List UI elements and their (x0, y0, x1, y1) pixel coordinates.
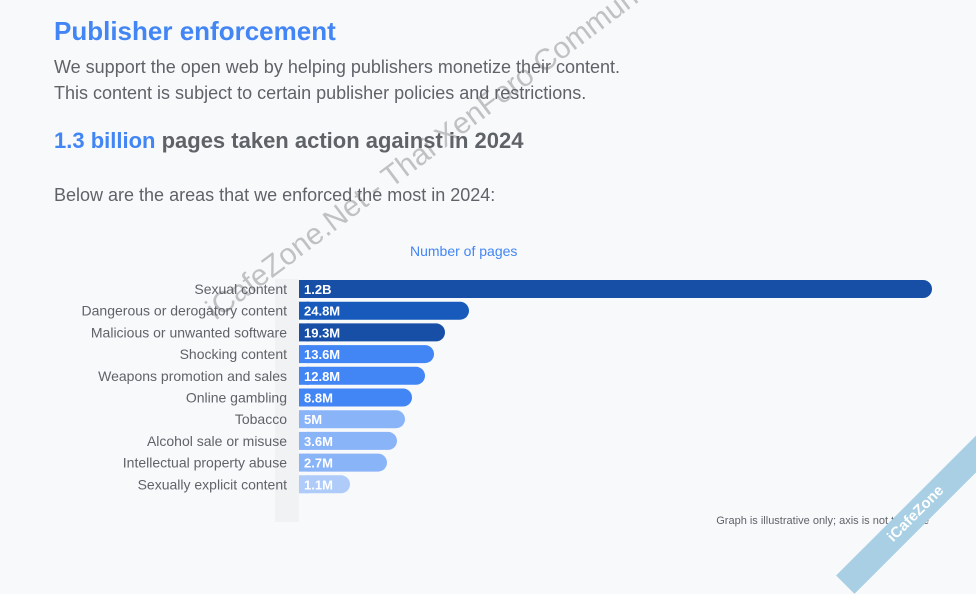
data-label: 5M (304, 412, 322, 427)
data-label: 24.8M (304, 304, 340, 319)
chart-title: Number of pages (410, 243, 518, 259)
bar (299, 475, 350, 494)
data-label: 2.7M (304, 456, 333, 471)
subtitle-line-1: We support the open web by helping publi… (54, 57, 621, 77)
intro-text: Below are the areas that we enforced the… (54, 185, 496, 205)
data-label: 1.1M (304, 477, 333, 492)
subtitle-line-2: This content is subject to certain publi… (54, 83, 587, 103)
category-label: Sexual content (194, 281, 287, 297)
headline-highlight: 1.3 billion (54, 128, 156, 153)
bar-left-edge (299, 280, 309, 298)
data-label: 13.6M (304, 347, 340, 362)
bar (299, 345, 434, 364)
category-label: Intellectual property abuse (123, 455, 287, 471)
data-label: 19.3M (304, 325, 340, 340)
category-label: Shocking content (180, 346, 288, 362)
data-label: 3.6M (304, 434, 333, 449)
bar (299, 323, 445, 342)
bar-left-edge (299, 453, 309, 472)
bar-left-edge (299, 366, 309, 385)
bar-left-edge (299, 301, 309, 320)
bar (299, 410, 405, 429)
bar-left-edge (299, 388, 309, 407)
bar (299, 280, 932, 298)
category-label: Sexually explicit content (138, 476, 288, 492)
data-label: 1.2B (304, 282, 331, 297)
headline: 1.3 billion pages taken action against i… (54, 128, 524, 154)
bar-left-edge (299, 475, 309, 494)
bar (299, 453, 387, 472)
data-label: 8.8M (304, 391, 333, 406)
bar (299, 301, 469, 320)
bar-chart: Sexual content 1.2B Dangerous or derogator… (82, 280, 932, 494)
category-label: Dangerous or derogatory content (82, 303, 288, 319)
category-label: Online gambling (186, 390, 287, 406)
bar-left-edge (299, 431, 309, 450)
chart-footnote: Graph is illustrative only; axis is not … (716, 515, 929, 527)
bar (299, 388, 412, 407)
category-label: Tobacco (235, 411, 287, 427)
category-label: Weapons promotion and sales (98, 368, 287, 384)
bar (299, 431, 397, 450)
category-label: Malicious or unwanted software (91, 324, 287, 340)
bar-left-edge (299, 410, 309, 429)
label-column-bg (275, 279, 299, 522)
data-label: 12.8M (304, 369, 340, 384)
page-title: Publisher enforcement (54, 16, 336, 46)
bar-left-edge (299, 345, 309, 364)
category-label: Alcohol sale or misuse (147, 433, 287, 449)
headline-rest: pages taken action against in 2024 (155, 128, 524, 153)
bar (299, 366, 425, 385)
bar-left-edge (299, 323, 309, 342)
